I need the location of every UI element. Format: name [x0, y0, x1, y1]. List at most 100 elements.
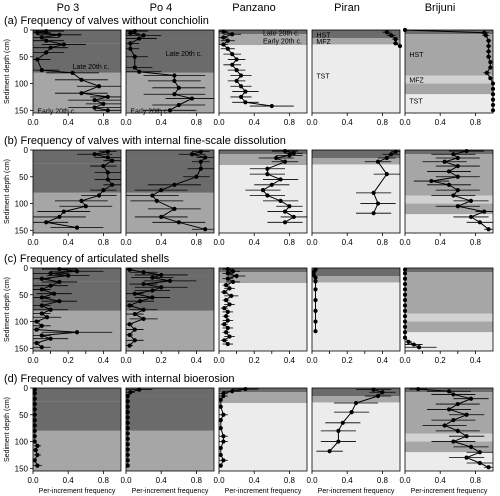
data-point — [132, 311, 137, 317]
data-point — [141, 270, 146, 275]
data-point — [291, 151, 296, 156]
panel-panzano: 0.0 0.4 0.8 — [213, 148, 308, 247]
data-point — [225, 276, 230, 281]
data-point — [218, 426, 223, 431]
x-tick-label: 0.0 — [306, 356, 318, 365]
y-tick-label: 150 — [15, 226, 29, 235]
data-point — [225, 341, 230, 347]
data-point — [125, 415, 130, 420]
data-point — [159, 214, 164, 220]
data-point — [384, 30, 389, 35]
x-tick-label: 0.0 — [120, 118, 132, 127]
data-point — [230, 62, 235, 67]
data-point — [287, 204, 292, 209]
data-point — [455, 174, 460, 179]
x-tick-label: 0.0 — [399, 356, 411, 365]
data-point — [32, 387, 37, 392]
data-point — [32, 396, 37, 401]
data-point — [137, 69, 142, 74]
panel-po-4: Late 20th c. Early 20th c. 0.0 0.4 0.8 — [120, 28, 215, 127]
data-point — [313, 298, 318, 303]
data-point — [313, 329, 318, 334]
zone-band — [405, 94, 493, 113]
data-point — [411, 342, 416, 347]
zone-band — [126, 72, 214, 113]
x-tick-label: 0.4 — [284, 356, 296, 365]
data-point — [375, 393, 381, 399]
data-point — [221, 458, 226, 463]
zone-band — [405, 150, 493, 155]
data-point — [203, 155, 208, 160]
y-axis-label: Sediment depth (cm) — [4, 277, 11, 342]
data-point — [141, 33, 146, 38]
data-point — [150, 275, 155, 280]
data-point — [44, 315, 50, 320]
data-point — [486, 465, 491, 470]
x-tick-label: 0.8 — [191, 118, 203, 127]
zone-band — [219, 402, 307, 471]
data-point — [221, 412, 226, 417]
data-point — [371, 190, 376, 195]
series-line — [44, 151, 114, 229]
data-point — [336, 428, 341, 433]
data-point — [105, 108, 110, 113]
data-point — [172, 92, 177, 97]
data-point — [488, 65, 493, 70]
data-point — [225, 46, 230, 51]
data-point — [477, 460, 482, 466]
data-point — [482, 209, 487, 214]
data-point — [35, 30, 40, 35]
zone-band — [405, 452, 493, 471]
zone-band — [126, 38, 214, 73]
data-point — [313, 308, 318, 313]
zone-label: Late 20th c. — [73, 64, 110, 71]
data-point — [486, 38, 491, 43]
y-tick-label: 150 — [15, 464, 29, 473]
zone-band — [405, 313, 493, 322]
data-point — [218, 452, 223, 458]
x-tick-label: 0.4 — [156, 476, 168, 485]
y-tick-label: 0 — [24, 264, 29, 273]
column-header-brijuni: Brijuni — [425, 2, 456, 14]
data-point — [48, 45, 53, 50]
data-point — [35, 443, 40, 448]
zone-band — [312, 282, 400, 351]
data-point — [39, 68, 44, 73]
panel-frame — [32, 29, 122, 114]
data-point — [132, 291, 137, 296]
data-point — [127, 267, 132, 272]
zone-band — [126, 30, 214, 39]
data-point — [125, 393, 130, 399]
data-point — [194, 174, 199, 179]
data-point — [172, 182, 177, 187]
data-point — [282, 220, 288, 225]
data-point — [230, 389, 235, 394]
series-line — [128, 30, 194, 111]
series-line — [127, 389, 140, 466]
zone-label: Early 20th c. — [263, 39, 302, 46]
x-tick-label: 0.2 — [156, 356, 168, 365]
data-point — [477, 450, 482, 455]
y-tick-label: 0 — [24, 384, 29, 393]
x-tick-label: 0.0 — [306, 238, 318, 247]
data-point — [222, 289, 227, 295]
data-point — [238, 73, 244, 78]
chart-row-3: (d) Frequency of valves with internal bi… — [4, 373, 494, 495]
data-point — [371, 211, 376, 216]
data-point — [222, 306, 227, 311]
data-point — [48, 307, 53, 312]
data-point — [172, 78, 177, 83]
data-point — [451, 392, 456, 397]
data-point — [83, 204, 88, 209]
data-point — [380, 390, 385, 395]
data-point — [349, 409, 354, 415]
data-point — [125, 436, 130, 441]
data-point — [150, 295, 155, 300]
x-tick-label: 0.4 — [156, 118, 168, 127]
data-point — [221, 439, 226, 444]
data-point — [451, 418, 456, 423]
x-tick-label: 0.4 — [342, 476, 354, 485]
panel-frame — [125, 29, 215, 114]
x-tick-label: 0.0 — [213, 356, 225, 365]
data-point — [44, 38, 49, 43]
